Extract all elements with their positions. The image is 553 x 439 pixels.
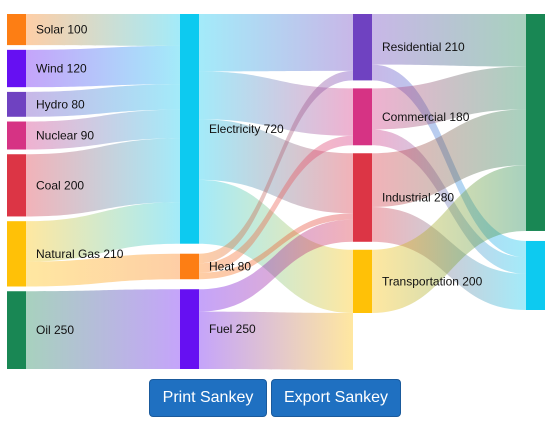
export-sankey-button[interactable]: Export Sankey: [271, 379, 401, 417]
node-wind[interactable]: [7, 49, 26, 88]
link-commercial-to-sink_cyan[interactable]: [372, 129, 526, 274]
node-sink_green[interactable]: [526, 14, 545, 231]
node-gas[interactable]: [7, 221, 26, 287]
node-hydro[interactable]: [7, 91, 26, 117]
link-fuel-to-transportation[interactable]: [199, 311, 353, 370]
print-sankey-button[interactable]: Print Sankey: [149, 379, 267, 417]
link-oil-to-fuel[interactable]: [26, 289, 180, 369]
labels-layer: Solar 100 Wind 120 Hydro 80 Nuclear 90 Coal …: [36, 23, 483, 338]
sankey-diagram: Solar 100 Wind 120 Hydro 80 Nuclear 90 Coal …: [7, 14, 545, 370]
node-industrial[interactable]: [353, 153, 372, 242]
link-nuclear-to-electricity[interactable]: [26, 109, 180, 150]
node-label-oil: Oil 250: [36, 323, 74, 337]
link-wind-to-electricity[interactable]: [26, 45, 180, 88]
node-label-gas: Natural Gas 210: [36, 247, 124, 261]
node-label-nuclear: Nuclear 90: [36, 129, 94, 143]
node-nuclear[interactable]: [7, 121, 26, 150]
link-gas-to-electricity[interactable]: [26, 202, 180, 262]
nodes-layer: [7, 14, 545, 369]
node-label-solar: Solar 100: [36, 23, 88, 37]
node-label-fuel: Fuel 250: [209, 322, 256, 336]
node-label-transportation: Transportation 200: [382, 274, 483, 288]
link-electricity-to-residential[interactable]: [199, 14, 353, 72]
node-label-residential: Residential 210: [382, 40, 465, 54]
link-residential-to-sink_green[interactable]: [372, 14, 526, 67]
link-heat-to-industrial[interactable]: [199, 213, 353, 280]
link-coal-to-electricity[interactable]: [26, 138, 180, 217]
node-label-commercial: Commercial 180: [382, 110, 470, 124]
node-residential[interactable]: [353, 14, 372, 81]
node-solar[interactable]: [7, 14, 26, 46]
link-commercial-to-sink_green[interactable]: [372, 66, 526, 130]
link-hydro-to-electricity[interactable]: [26, 84, 180, 117]
node-label-electricity: Electricity 720: [209, 122, 284, 136]
node-fuel[interactable]: [180, 289, 199, 369]
links-layer: [26, 14, 526, 370]
node-commercial[interactable]: [353, 88, 372, 146]
node-coal[interactable]: [7, 154, 26, 217]
node-label-industrial: Industrial 280: [382, 191, 454, 205]
link-solar-to-electricity[interactable]: [26, 14, 180, 46]
link-industrial-to-sink_green[interactable]: [372, 109, 526, 208]
node-oil[interactable]: [7, 291, 26, 369]
link-fuel-to-industrial[interactable]: [199, 219, 353, 312]
node-label-hydro: Hydro 80: [36, 97, 85, 111]
node-sink_cyan[interactable]: [526, 240, 545, 310]
link-heat-to-commercial[interactable]: [199, 135, 353, 273]
node-transportation[interactable]: [353, 249, 372, 313]
node-electricity[interactable]: [180, 14, 199, 244]
link-transportation-to-sink_green[interactable]: [372, 165, 526, 313]
node-label-coal: Coal 200: [36, 178, 84, 192]
node-heat[interactable]: [180, 253, 199, 280]
link-heat-to-residential[interactable]: [199, 70, 353, 264]
node-label-wind: Wind 120: [36, 62, 87, 76]
link-electricity-to-commercial[interactable]: [199, 71, 353, 136]
node-label-heat: Heat 80: [209, 259, 251, 273]
link-gas-to-heat[interactable]: [26, 253, 180, 287]
